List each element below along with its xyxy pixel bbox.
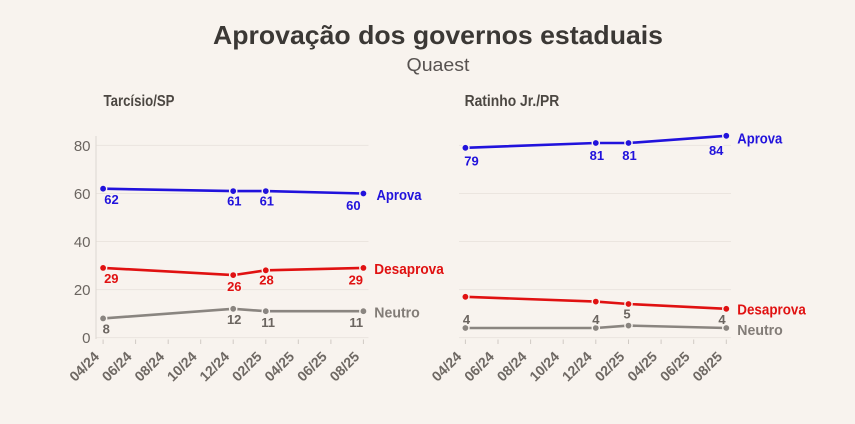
svg-text:40: 40 (74, 234, 91, 251)
svg-text:Neutro: Neutro (737, 322, 783, 339)
svg-text:11: 11 (261, 315, 275, 330)
svg-text:4: 4 (592, 312, 600, 327)
svg-text:11: 11 (349, 315, 363, 330)
svg-text:Ratinho Jr./PR: Ratinho Jr./PR (465, 93, 560, 110)
svg-text:61: 61 (260, 194, 274, 209)
svg-text:81: 81 (590, 148, 604, 163)
svg-text:5: 5 (623, 307, 630, 322)
svg-text:0: 0 (82, 330, 90, 347)
svg-text:60: 60 (74, 186, 91, 203)
svg-text:4: 4 (463, 312, 471, 327)
svg-text:Aprovação dos governos estadua: Aprovação dos governos estaduais (213, 20, 663, 50)
svg-text:29: 29 (104, 271, 118, 286)
svg-text:Tarcísio/SP: Tarcísio/SP (104, 93, 175, 110)
svg-text:4: 4 (718, 312, 726, 327)
svg-text:79: 79 (464, 153, 478, 168)
svg-text:Desaprova: Desaprova (737, 302, 806, 319)
svg-text:26: 26 (227, 279, 241, 294)
svg-text:80: 80 (74, 138, 91, 155)
svg-text:28: 28 (259, 273, 273, 288)
svg-text:60: 60 (346, 198, 360, 213)
svg-text:8: 8 (103, 322, 110, 337)
svg-text:Quaest: Quaest (407, 55, 470, 75)
svg-text:Neutro: Neutro (374, 305, 420, 322)
svg-text:61: 61 (227, 194, 241, 209)
svg-text:Aprova: Aprova (737, 131, 783, 148)
svg-text:62: 62 (104, 192, 118, 207)
svg-text:29: 29 (349, 272, 363, 287)
svg-text:81: 81 (622, 148, 636, 163)
svg-text:Desaprova: Desaprova (374, 261, 444, 278)
svg-text:12: 12 (227, 312, 241, 327)
svg-text:Aprova: Aprova (377, 187, 423, 204)
svg-text:20: 20 (74, 282, 91, 299)
svg-text:84: 84 (709, 143, 724, 158)
